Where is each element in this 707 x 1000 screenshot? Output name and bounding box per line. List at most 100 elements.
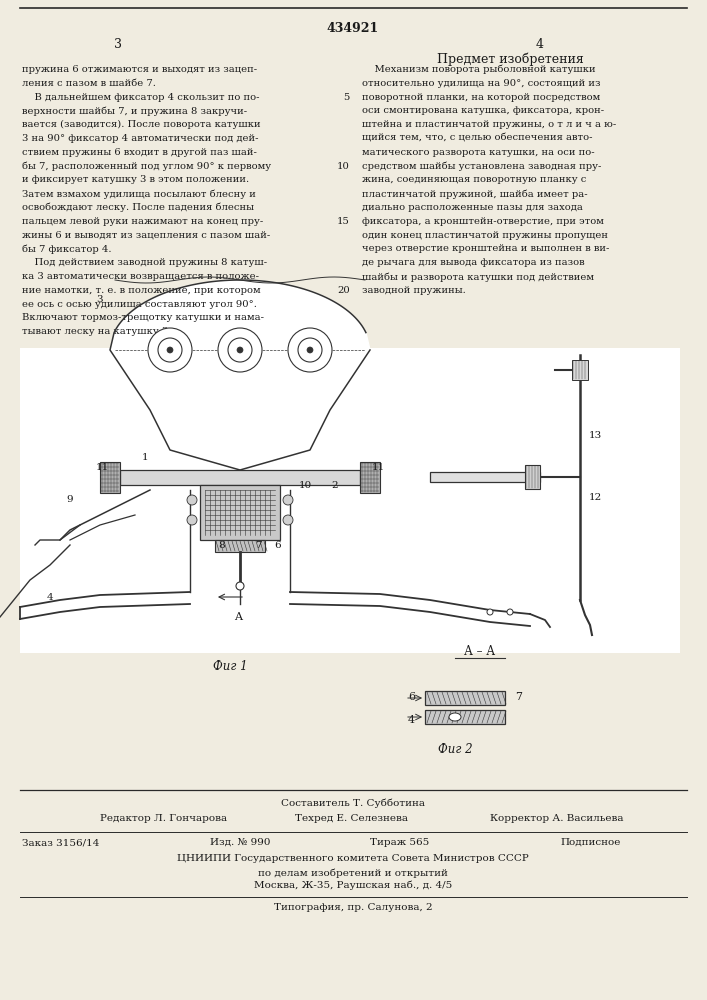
Text: Заказ 3156/14: Заказ 3156/14 <box>22 838 100 847</box>
Text: Включают тормоз-трещотку катушки и нама-: Включают тормоз-трещотку катушки и нама- <box>22 313 264 322</box>
Text: Корректор А. Васильева: Корректор А. Васильева <box>490 814 624 823</box>
Circle shape <box>218 328 262 372</box>
Text: де рычага для вывода фиксатора из пазов: де рычага для вывода фиксатора из пазов <box>362 258 585 267</box>
Text: жина, соединяющая поворотную планку с: жина, соединяющая поворотную планку с <box>362 175 586 184</box>
Text: Изд. № 990: Изд. № 990 <box>210 838 271 847</box>
Text: Техред Е. Селезнева: Техред Е. Селезнева <box>295 814 408 823</box>
Text: Редактор Л. Гончарова: Редактор Л. Гончарова <box>100 814 227 823</box>
Text: 4: 4 <box>536 38 544 51</box>
Text: 3: 3 <box>97 296 103 304</box>
Circle shape <box>158 338 182 362</box>
Text: 12: 12 <box>588 492 602 502</box>
Circle shape <box>167 347 173 353</box>
Text: относительно удилища на 90°, состоящий из: относительно удилища на 90°, состоящий и… <box>362 79 600 88</box>
Text: щийся тем, что, с целью обеспечения авто-: щийся тем, что, с целью обеспечения авто… <box>362 134 592 143</box>
Text: 434921: 434921 <box>327 22 379 35</box>
Text: Механизм поворота рыболовной катушки: Механизм поворота рыболовной катушки <box>362 65 595 75</box>
Bar <box>425 691 505 705</box>
Text: 10: 10 <box>298 481 312 489</box>
Text: 4: 4 <box>408 715 415 725</box>
Text: ее ось с осью удилища составляют угол 90°.: ее ось с осью удилища составляют угол 90… <box>22 300 257 309</box>
Text: 5: 5 <box>344 93 350 102</box>
Text: заводной пружины.: заводной пружины. <box>362 286 466 295</box>
Text: диально расположенные пазы для захода: диально расположенные пазы для захода <box>362 203 583 212</box>
Ellipse shape <box>449 713 461 721</box>
Text: освобождают леску. После падения блесны: освобождают леску. После падения блесны <box>22 203 254 213</box>
Bar <box>20 348 680 653</box>
Text: ка 3 автоматически возвращается в положе-: ка 3 автоматически возвращается в положе… <box>22 272 259 281</box>
Text: пластинчатой пружиной, шайба имеет ра-: пластинчатой пружиной, шайба имеет ра- <box>362 189 588 199</box>
Text: шайбы и разворота катушки под действием: шайбы и разворота катушки под действием <box>362 272 594 282</box>
Text: бы 7, расположенный под углом 90° к первому: бы 7, расположенный под углом 90° к перв… <box>22 162 271 171</box>
Circle shape <box>187 495 197 505</box>
Text: A: A <box>234 612 242 622</box>
Circle shape <box>283 495 293 505</box>
Text: ления с пазом в шайбе 7.: ления с пазом в шайбе 7. <box>22 79 156 88</box>
Text: В дальнейшем фиксатор 4 скользит по по-: В дальнейшем фиксатор 4 скользит по по- <box>22 93 259 102</box>
Text: 3 на 90° фиксатор 4 автоматически под дей-: 3 на 90° фиксатор 4 автоматически под де… <box>22 134 259 143</box>
Circle shape <box>148 328 192 372</box>
Circle shape <box>228 338 252 362</box>
Text: средством шайбы установлена заводная пру-: средством шайбы установлена заводная пру… <box>362 162 602 171</box>
Text: 9: 9 <box>66 495 74 504</box>
Text: Предмет изобретения: Предмет изобретения <box>437 52 583 66</box>
Circle shape <box>237 347 243 353</box>
Text: 6: 6 <box>408 692 415 702</box>
Text: Типография, пр. Салунова, 2: Типография, пр. Салунова, 2 <box>274 903 432 912</box>
Text: 11: 11 <box>95 462 109 472</box>
Text: 6: 6 <box>275 540 281 550</box>
Text: Составитель Т. Субботина: Составитель Т. Субботина <box>281 798 425 808</box>
Text: бы 7 фиксатор 4.: бы 7 фиксатор 4. <box>22 244 112 254</box>
Text: через отверстие кронштейна и выполнен в ви-: через отверстие кронштейна и выполнен в … <box>362 244 609 253</box>
Text: ствием пружины 6 входит в другой паз шай-: ствием пружины 6 входит в другой паз шай… <box>22 148 257 157</box>
Text: 8: 8 <box>218 540 226 550</box>
Text: Подписное: Подписное <box>560 838 620 847</box>
Text: фиксатора, а кронштейн-отверстие, при этом: фиксатора, а кронштейн-отверстие, при эт… <box>362 217 604 226</box>
Text: 11: 11 <box>371 462 385 472</box>
Bar <box>215 540 265 552</box>
Bar <box>360 462 380 493</box>
Text: 13: 13 <box>588 430 602 440</box>
Text: 15: 15 <box>337 217 350 226</box>
Text: Затем взмахом удилища посылают блесну и: Затем взмахом удилища посылают блесну и <box>22 189 256 199</box>
Bar <box>100 462 120 493</box>
Text: 7: 7 <box>515 692 522 702</box>
Text: 10: 10 <box>337 162 350 171</box>
Text: один конец пластинчатой пружины пропущен: один конец пластинчатой пружины пропущен <box>362 231 608 240</box>
Text: Фиг 1: Фиг 1 <box>213 660 247 673</box>
Text: оси смонтирована катушка, фиксатора, крон-: оси смонтирована катушка, фиксатора, кро… <box>362 106 604 115</box>
Text: 2: 2 <box>332 481 339 489</box>
Text: жины 6 и выводят из зацепления с пазом шай-: жины 6 и выводят из зацепления с пазом ш… <box>22 231 270 240</box>
Text: 3: 3 <box>114 38 122 51</box>
Bar <box>525 465 540 489</box>
Bar <box>572 360 588 380</box>
Text: Под действием заводной пружины 8 катуш-: Под действием заводной пружины 8 катуш- <box>22 258 267 267</box>
Text: Тираж 565: Тираж 565 <box>370 838 429 847</box>
Circle shape <box>507 609 513 615</box>
Text: Фиг 2: Фиг 2 <box>438 743 472 756</box>
Text: и фиксирует катушку 3 в этом положении.: и фиксирует катушку 3 в этом положении. <box>22 175 249 184</box>
Text: 7: 7 <box>255 540 262 550</box>
Circle shape <box>298 338 322 362</box>
Text: матического разворота катушки, на оси по-: матического разворота катушки, на оси по… <box>362 148 595 157</box>
Text: ЦНИИПИ Государственного комитета Совета Министров СССР: ЦНИИПИ Государственного комитета Совета … <box>177 854 529 863</box>
Circle shape <box>288 328 332 372</box>
Text: тывают леску на катушку 3.: тывают леску на катушку 3. <box>22 327 171 336</box>
Text: ние намотки, т. е. в положение, при котором: ние намотки, т. е. в положение, при кото… <box>22 286 261 295</box>
Circle shape <box>307 347 313 353</box>
Text: поворотной планки, на которой посредством: поворотной планки, на которой посредство… <box>362 93 600 102</box>
Text: А – А: А – А <box>464 645 496 658</box>
Text: пальцем левой руки нажимают на конец пру-: пальцем левой руки нажимают на конец пру… <box>22 217 263 226</box>
Bar <box>200 485 280 540</box>
Bar <box>425 710 505 724</box>
Text: пружина 6 отжимаются и выходят из зацеп-: пружина 6 отжимаются и выходят из зацеп- <box>22 65 257 74</box>
Circle shape <box>283 515 293 525</box>
Text: 1: 1 <box>141 454 148 462</box>
Bar <box>120 470 360 485</box>
Text: верхности шайбы 7, и пружина 8 закручи-: верхности шайбы 7, и пружина 8 закручи- <box>22 106 247 116</box>
Text: Москва, Ж-35, Раушская наб., д. 4/5: Москва, Ж-35, Раушская наб., д. 4/5 <box>254 881 452 890</box>
Text: по делам изобретений и открытий: по делам изобретений и открытий <box>258 868 448 878</box>
Text: 20: 20 <box>337 286 350 295</box>
Polygon shape <box>110 280 370 470</box>
Text: штейна и пластинчатой пружины, о т л и ч а ю-: штейна и пластинчатой пружины, о т л и ч… <box>362 120 617 129</box>
